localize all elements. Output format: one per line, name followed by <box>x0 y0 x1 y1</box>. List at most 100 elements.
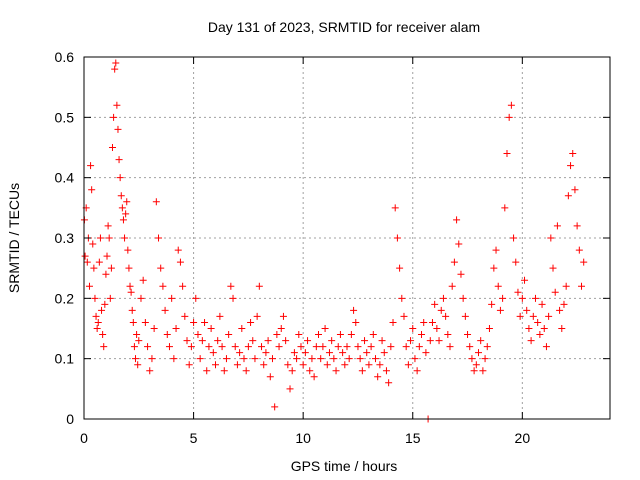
data-point <box>185 361 193 369</box>
data-point <box>472 361 480 369</box>
data-point <box>343 343 351 351</box>
data-point <box>125 264 133 272</box>
data-point <box>214 337 222 345</box>
data-point <box>499 294 507 302</box>
data-point <box>339 349 347 357</box>
data-point <box>507 101 515 109</box>
data-point <box>529 312 537 320</box>
data-point <box>194 331 202 339</box>
data-point <box>501 204 509 212</box>
data-point <box>159 282 167 290</box>
data-point <box>455 240 463 248</box>
data-point <box>121 234 129 242</box>
data-point <box>271 403 279 411</box>
data-point <box>547 234 555 242</box>
data-point <box>112 59 120 67</box>
data-point <box>439 294 447 302</box>
data-point <box>369 331 377 339</box>
data-point <box>367 343 375 351</box>
data-point <box>317 355 325 363</box>
data-point <box>492 246 500 254</box>
data-point <box>345 355 353 363</box>
data-point <box>531 294 539 302</box>
data-point <box>190 318 198 326</box>
data-point <box>382 367 390 375</box>
x-tick-label: 15 <box>405 430 421 446</box>
data-point <box>98 306 106 314</box>
data-point <box>137 294 145 302</box>
data-point <box>141 318 149 326</box>
data-point <box>129 318 137 326</box>
data-point <box>442 312 450 320</box>
data-point <box>323 361 331 369</box>
data-point <box>306 367 314 375</box>
data-point <box>92 312 100 320</box>
data-point <box>187 343 195 351</box>
data-point <box>380 349 388 357</box>
data-point <box>105 234 113 242</box>
data-point <box>389 318 397 326</box>
data-point <box>134 361 142 369</box>
data-point <box>540 325 548 332</box>
data-point <box>201 318 209 326</box>
grid <box>84 57 610 419</box>
data-point <box>444 331 452 339</box>
data-point <box>227 282 235 290</box>
data-point <box>94 318 102 326</box>
data-point <box>277 325 285 332</box>
data-point <box>301 349 309 357</box>
data-point <box>253 312 261 320</box>
data-point <box>238 325 246 332</box>
y-tick-label: 0.3 <box>55 230 75 246</box>
y-axis-label: SRMTID / TECUs <box>6 183 22 293</box>
x-axis-label: GPS time / hours <box>291 458 398 474</box>
data-point <box>266 373 274 381</box>
data-point <box>466 343 474 351</box>
data-points <box>80 59 588 423</box>
data-point <box>282 337 290 345</box>
data-point <box>95 258 103 266</box>
data-point <box>505 113 513 121</box>
data-point <box>418 331 426 339</box>
data-point <box>461 312 469 320</box>
data-point <box>385 379 393 387</box>
data-point <box>571 186 579 194</box>
data-point <box>155 234 163 242</box>
data-point <box>135 337 143 345</box>
data-point <box>393 234 401 242</box>
data-point <box>332 367 340 375</box>
data-point <box>396 264 404 272</box>
data-point <box>358 367 366 375</box>
data-point <box>148 355 156 363</box>
data-point <box>127 288 135 296</box>
data-point <box>328 337 336 345</box>
data-point <box>89 240 97 248</box>
data-point <box>168 294 176 302</box>
data-point <box>108 144 116 151</box>
data-point <box>553 222 561 230</box>
data-point <box>308 355 316 363</box>
data-point <box>409 325 417 332</box>
data-point <box>459 294 467 302</box>
data-point <box>433 325 441 332</box>
data-point <box>446 343 454 351</box>
data-point <box>183 337 191 345</box>
data-point <box>435 337 443 345</box>
data-point <box>124 246 132 254</box>
data-point <box>354 343 362 351</box>
data-point <box>165 343 173 351</box>
data-point <box>319 343 327 351</box>
data-point <box>411 355 419 363</box>
data-point <box>310 373 318 381</box>
data-point <box>453 216 461 224</box>
data-point <box>87 162 95 170</box>
data-point <box>128 306 136 314</box>
data-point <box>114 125 122 133</box>
data-point <box>290 349 298 357</box>
data-point <box>521 276 529 284</box>
data-point <box>525 325 533 332</box>
data-point <box>464 331 472 339</box>
data-point <box>374 373 382 381</box>
data-point <box>299 361 307 369</box>
data-point <box>103 252 111 260</box>
